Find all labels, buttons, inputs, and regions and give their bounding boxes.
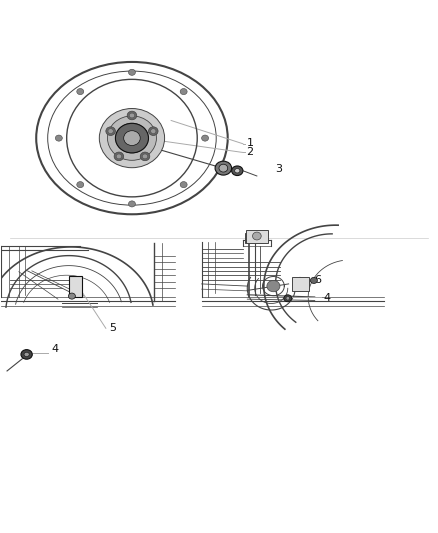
Ellipse shape — [116, 154, 121, 159]
Text: 2: 2 — [247, 147, 254, 157]
FancyBboxPatch shape — [69, 276, 82, 297]
Ellipse shape — [311, 277, 318, 284]
Ellipse shape — [219, 164, 228, 172]
Ellipse shape — [215, 161, 232, 175]
Ellipse shape — [284, 295, 292, 302]
Ellipse shape — [180, 88, 187, 95]
Ellipse shape — [68, 293, 75, 299]
Ellipse shape — [253, 232, 261, 240]
Ellipse shape — [99, 109, 165, 168]
Ellipse shape — [55, 135, 62, 141]
Text: 3: 3 — [276, 164, 283, 174]
Ellipse shape — [116, 123, 148, 153]
Ellipse shape — [232, 166, 243, 175]
Ellipse shape — [24, 352, 29, 357]
Text: 6: 6 — [315, 276, 322, 286]
Ellipse shape — [106, 127, 116, 135]
Ellipse shape — [21, 350, 32, 359]
Ellipse shape — [129, 113, 134, 118]
Text: 1: 1 — [247, 138, 254, 148]
Ellipse shape — [116, 123, 148, 153]
Ellipse shape — [124, 131, 140, 146]
Ellipse shape — [142, 154, 148, 159]
Ellipse shape — [127, 111, 137, 120]
Ellipse shape — [180, 182, 187, 188]
Ellipse shape — [267, 280, 280, 292]
Ellipse shape — [286, 296, 290, 300]
Ellipse shape — [140, 152, 150, 160]
FancyBboxPatch shape — [246, 230, 268, 243]
Ellipse shape — [108, 129, 113, 134]
Ellipse shape — [235, 168, 240, 173]
Ellipse shape — [77, 182, 84, 188]
Ellipse shape — [148, 127, 158, 135]
Ellipse shape — [114, 152, 124, 160]
Text: 4: 4 — [51, 344, 59, 354]
Ellipse shape — [128, 69, 135, 75]
Text: 4: 4 — [323, 293, 331, 303]
Ellipse shape — [128, 201, 135, 207]
Ellipse shape — [201, 135, 208, 141]
FancyBboxPatch shape — [245, 233, 262, 243]
Ellipse shape — [107, 116, 156, 160]
Text: 5: 5 — [110, 324, 117, 333]
FancyBboxPatch shape — [292, 277, 309, 292]
Ellipse shape — [151, 129, 156, 134]
Ellipse shape — [77, 88, 84, 95]
